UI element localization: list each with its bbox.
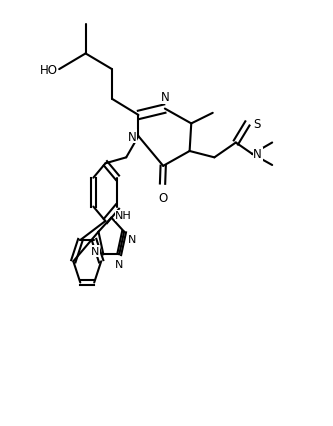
Text: O: O bbox=[158, 192, 167, 205]
Text: S: S bbox=[253, 118, 261, 131]
Text: N: N bbox=[253, 148, 262, 161]
Text: N: N bbox=[91, 247, 100, 256]
Text: N: N bbox=[161, 91, 169, 104]
Text: NH: NH bbox=[115, 211, 132, 221]
Text: N: N bbox=[128, 234, 137, 244]
Text: N: N bbox=[128, 130, 137, 143]
Text: N: N bbox=[115, 259, 124, 269]
Text: HO: HO bbox=[40, 63, 58, 76]
